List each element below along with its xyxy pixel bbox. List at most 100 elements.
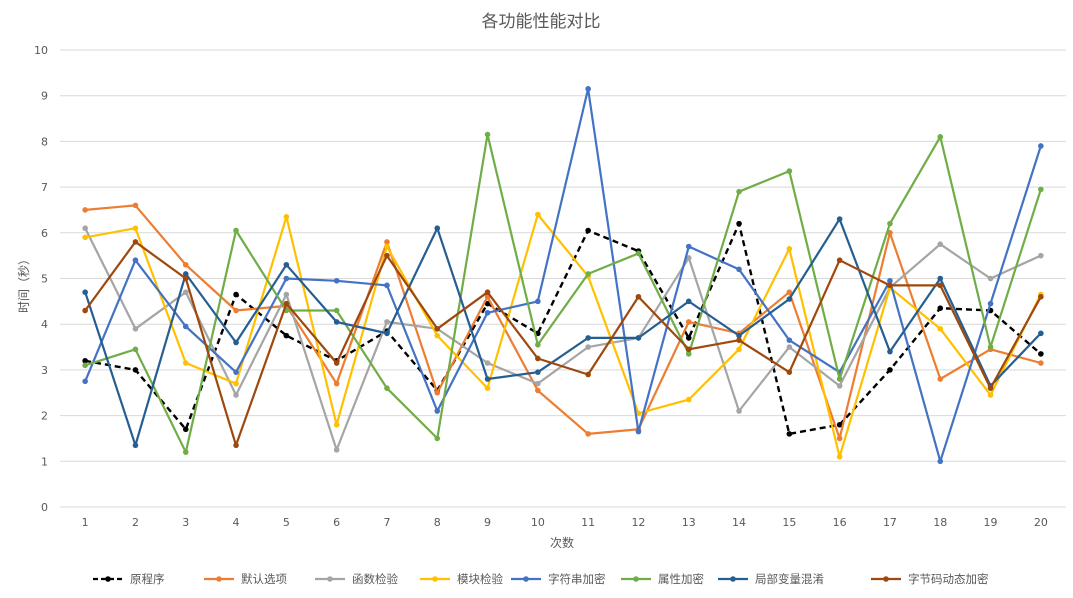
x-tick-label: 19 [984, 516, 998, 529]
data-point [535, 298, 541, 305]
data-point [736, 188, 742, 195]
data-point [384, 252, 390, 259]
data-point [82, 362, 88, 369]
data-point [233, 339, 239, 346]
data-point [283, 261, 290, 268]
data-point [484, 131, 491, 138]
legend-swatch-marker [730, 576, 736, 582]
data-point [333, 307, 340, 314]
data-point [182, 323, 189, 330]
data-point [836, 257, 843, 264]
x-tick-label: 10 [531, 516, 545, 529]
data-point [836, 216, 843, 222]
x-tick-label: 8 [434, 516, 441, 529]
data-point [736, 337, 742, 343]
data-point [283, 214, 290, 220]
data-point [836, 383, 843, 389]
data-point [484, 300, 491, 307]
data-point [434, 332, 441, 339]
data-point [585, 335, 591, 341]
data-point [987, 300, 994, 307]
x-tick-label: 2 [132, 516, 139, 529]
data-point [233, 380, 239, 387]
data-point [887, 367, 893, 373]
data-point [1038, 360, 1044, 366]
data-point [384, 385, 390, 391]
data-point [987, 392, 994, 398]
data-point [283, 300, 290, 307]
data-point [937, 134, 944, 140]
data-point [1038, 186, 1044, 193]
x-tick-label: 17 [883, 516, 897, 529]
data-point [132, 257, 139, 264]
data-point [333, 360, 340, 366]
x-tick-label: 6 [333, 516, 340, 529]
data-point [685, 335, 692, 341]
data-point [937, 376, 944, 382]
data-point [736, 408, 742, 414]
data-point [182, 275, 189, 282]
data-point [484, 360, 491, 366]
data-point [585, 86, 591, 92]
data-point [333, 277, 340, 284]
data-point [635, 410, 642, 417]
data-point [434, 408, 441, 414]
x-tick-label: 7 [383, 516, 390, 529]
x-tick-label: 1 [82, 516, 89, 529]
data-point [434, 389, 441, 396]
data-point [585, 227, 591, 234]
data-point [535, 380, 541, 387]
legend-label: 局部变量混淆 [755, 572, 824, 586]
y-tick-label: 8 [41, 135, 48, 148]
x-tick-label: 15 [782, 516, 796, 529]
data-point [384, 319, 390, 325]
data-point [786, 369, 793, 375]
data-point [987, 275, 994, 282]
legend-swatch-marker [633, 576, 639, 582]
legend-label: 属性加密 [658, 572, 704, 586]
x-tick-label: 13 [682, 516, 696, 529]
data-point [786, 245, 793, 252]
data-point [82, 378, 88, 385]
y-tick-label: 6 [41, 227, 48, 240]
data-point [937, 282, 944, 289]
x-tick-label: 20 [1034, 516, 1048, 529]
x-axis-label: 次数 [550, 535, 574, 550]
series-line [84, 240, 1042, 447]
legend-swatch-marker [327, 576, 333, 582]
data-point [635, 428, 642, 435]
data-point [283, 332, 290, 339]
data-point [82, 207, 88, 213]
legend-item: 字符串加密 [511, 572, 606, 586]
y-tick-label: 10 [34, 44, 48, 57]
y-tick-label: 2 [41, 410, 48, 423]
data-point [786, 296, 793, 302]
data-point [233, 392, 239, 398]
data-point [585, 371, 591, 378]
data-point [786, 289, 793, 296]
data-point [484, 309, 491, 316]
data-point [635, 293, 642, 300]
legend-swatch-marker [105, 576, 111, 582]
data-point [887, 277, 893, 284]
data-point [937, 305, 944, 312]
data-point [585, 271, 591, 277]
data-point [132, 239, 139, 245]
gridlines [60, 49, 1066, 508]
data-point [333, 421, 340, 428]
y-tick-label: 9 [41, 90, 48, 103]
data-point [635, 250, 642, 257]
legend-swatch-marker [883, 576, 889, 582]
data-point [535, 369, 541, 375]
data-point [685, 346, 692, 353]
legend-label: 默认选项 [241, 572, 287, 586]
data-point [132, 442, 139, 449]
data-point [182, 449, 189, 455]
data-point [434, 325, 441, 332]
data-point [786, 337, 793, 343]
data-point [736, 220, 742, 227]
legend-label: 函数检验 [352, 572, 398, 586]
data-point [82, 225, 88, 232]
series-line [84, 222, 1042, 436]
